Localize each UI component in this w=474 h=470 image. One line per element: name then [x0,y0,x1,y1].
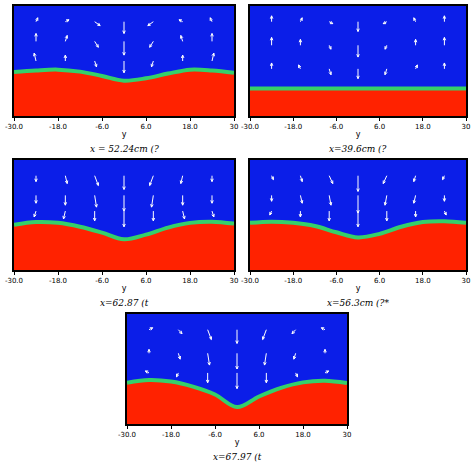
svg-text:-18.0: -18.0 [49,123,67,131]
svg-text:30: 30 [462,123,471,131]
svg-text:-18.0: -18.0 [284,123,302,131]
svg-text:30: 30 [343,431,352,439]
svg-text:y: y [122,130,127,139]
svg-text:-30.0: -30.0 [241,123,259,131]
svg-text:-6.0: -6.0 [330,123,344,131]
svg-text:6.0: 6.0 [374,277,385,285]
svg-text:-6.0: -6.0 [208,431,222,439]
svg-text:-30.0: -30.0 [5,123,23,131]
svg-text:y: y [235,438,240,447]
svg-text:18.0: 18.0 [182,277,198,285]
svg-text:-30.0: -30.0 [5,277,23,285]
svg-text:6.0: 6.0 [140,123,151,131]
svg-text:y: y [122,284,127,293]
svg-text:-6.0: -6.0 [95,123,109,131]
svg-text:x=39.6cm (?: x=39.6cm (? [329,144,387,154]
svg-text:-18.0: -18.0 [284,277,302,285]
svg-text:-18.0: -18.0 [49,277,67,285]
svg-text:-6.0: -6.0 [95,277,109,285]
svg-text:x = 52.24cm (?: x = 52.24cm (? [90,144,159,154]
svg-text:-30.0: -30.0 [241,277,259,285]
svg-text:-6.0: -6.0 [330,277,344,285]
svg-text:6.0: 6.0 [374,123,385,131]
svg-text:y: y [356,284,361,293]
svg-text:18.0: 18.0 [295,431,311,439]
svg-text:x=56.3cm (?*: x=56.3cm (?* [327,298,389,308]
svg-text:18.0: 18.0 [415,277,431,285]
svg-text:x=67.97 (t: x=67.97 (t [213,452,262,462]
svg-text:-30.0: -30.0 [118,431,136,439]
svg-text:30: 30 [462,277,471,285]
svg-text:6.0: 6.0 [253,431,264,439]
svg-text:y: y [356,130,361,139]
svg-text:30: 30 [230,277,239,285]
svg-text:6.0: 6.0 [140,277,151,285]
svg-text:-18.0: -18.0 [162,431,180,439]
svg-text:x=62.87 (t: x=62.87 (t [100,298,149,308]
svg-text:18.0: 18.0 [415,123,431,131]
svg-text:30: 30 [230,123,239,131]
svg-text:18.0: 18.0 [182,123,198,131]
